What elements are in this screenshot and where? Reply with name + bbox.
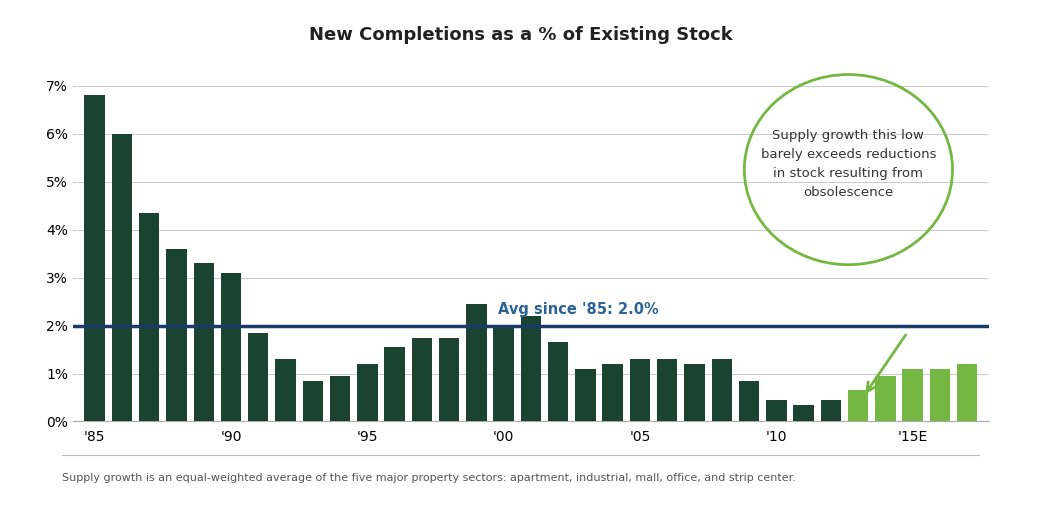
Bar — [603, 364, 623, 421]
Bar — [167, 249, 186, 421]
Bar — [411, 338, 432, 421]
Bar — [548, 342, 568, 421]
Text: Avg since '85: 2.0%: Avg since '85: 2.0% — [499, 302, 659, 317]
Bar — [875, 376, 895, 421]
Bar — [712, 359, 732, 421]
Bar — [275, 359, 296, 421]
Bar — [766, 400, 787, 421]
Bar — [221, 273, 242, 421]
Bar — [303, 381, 323, 421]
Bar — [739, 381, 759, 421]
Bar — [139, 213, 159, 421]
Bar — [84, 95, 105, 421]
Bar — [439, 338, 459, 421]
Bar — [194, 263, 214, 421]
Bar — [630, 359, 651, 421]
Bar — [930, 369, 950, 421]
Bar — [330, 376, 350, 421]
Bar — [793, 405, 814, 421]
Bar — [903, 369, 922, 421]
Bar — [493, 325, 514, 421]
Bar — [384, 347, 405, 421]
Bar — [520, 316, 541, 421]
Bar — [684, 364, 705, 421]
Text: New Completions as a % of Existing Stock: New Completions as a % of Existing Stock — [308, 26, 733, 44]
Bar — [576, 369, 595, 421]
Bar — [657, 359, 678, 421]
Text: Supply growth this low
barely exceeds reductions
in stock resulting from
obsoles: Supply growth this low barely exceeds re… — [761, 130, 936, 199]
Bar — [466, 304, 486, 421]
Bar — [357, 364, 378, 421]
Bar — [111, 134, 132, 421]
Bar — [847, 390, 868, 421]
Bar — [957, 364, 977, 421]
Bar — [248, 333, 269, 421]
Text: Supply growth is an equal-weighted average of the five major property sectors: a: Supply growth is an equal-weighted avera… — [62, 473, 796, 483]
Bar — [820, 400, 841, 421]
